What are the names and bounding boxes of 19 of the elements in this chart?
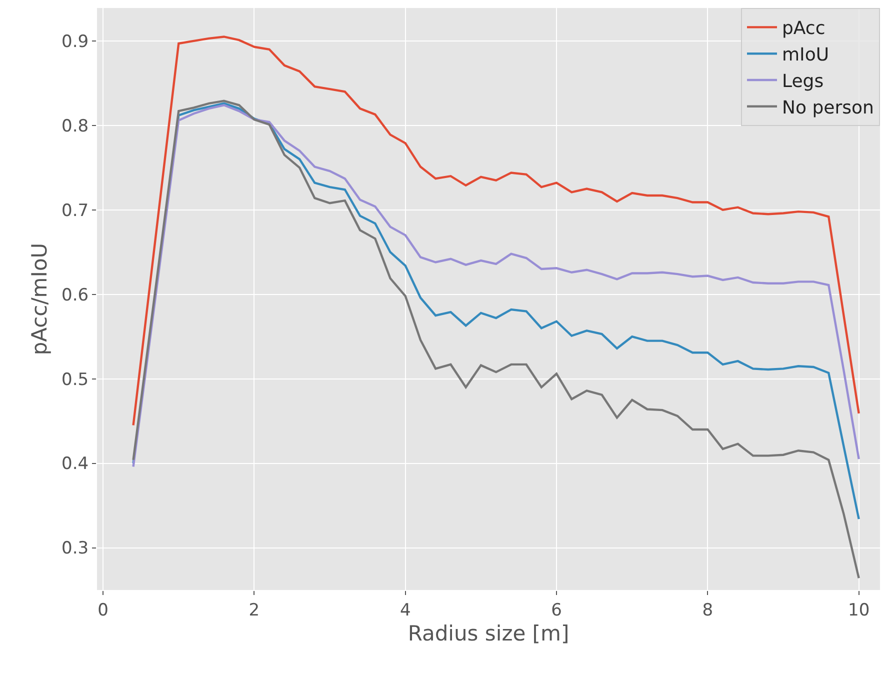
x-tick-label: 10 [848,600,870,620]
x-tick-label: 6 [551,600,562,620]
y-tick-label: 0.8 [62,116,89,136]
x-tick-label: 4 [400,600,411,620]
y-tick-label: 0.7 [62,200,89,221]
y-tick-label: 0.9 [62,32,89,52]
x-tick-label: 8 [702,600,714,620]
legend-label: pAcc [782,18,826,40]
legend-label: mIoU [782,44,830,66]
legend-label: Legs [782,71,824,92]
x-tick-label: 0 [98,600,108,620]
x-axis-title: Radius size [m] [408,622,570,646]
y-tick-label: 0.3 [62,538,89,559]
x-tick-label: 2 [248,600,260,620]
y-tick-label: 0.6 [62,285,89,306]
y-tick-label: 0.4 [62,454,89,474]
y-tick-label: 0.5 [62,370,89,390]
y-axis-title: pAcc/mIoU [28,242,52,356]
legend-label: No person [782,97,874,118]
